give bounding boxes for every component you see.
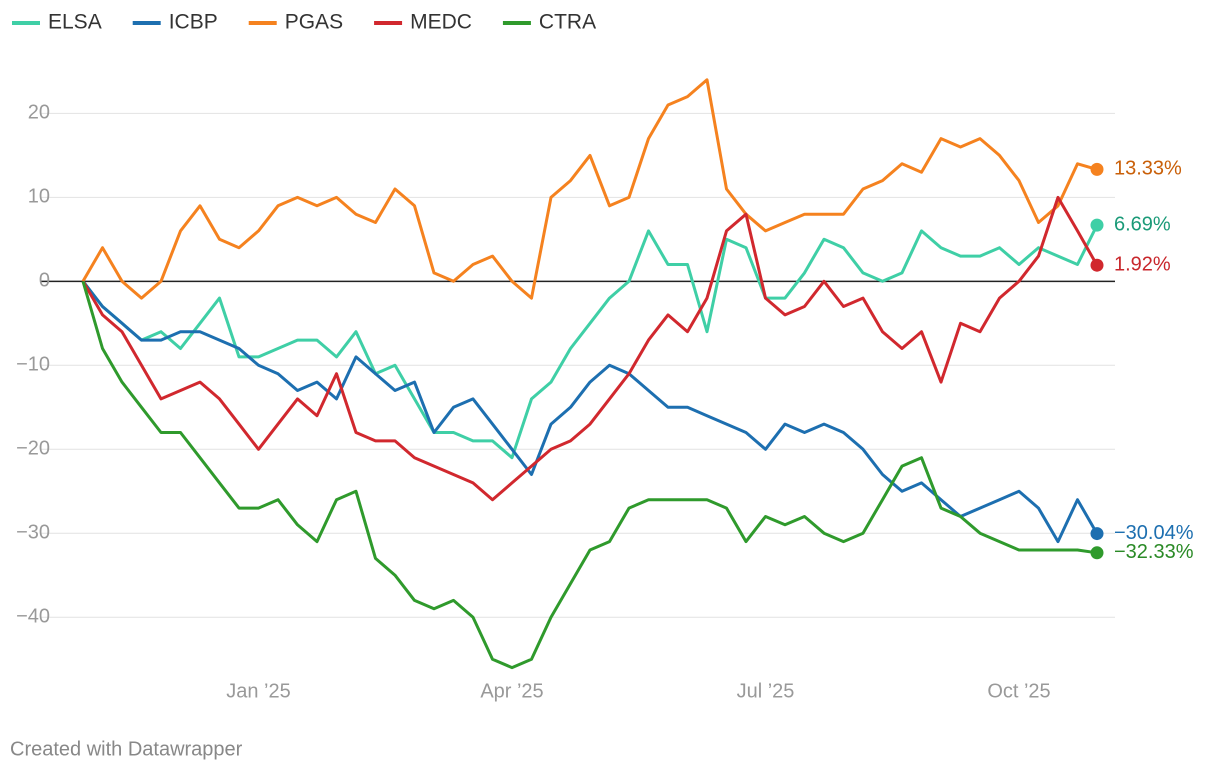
x-tick-label: Apr ’25	[480, 680, 543, 702]
y-tick-label: 10	[28, 186, 50, 208]
end-dot	[1090, 258, 1104, 272]
series-line	[81, 224, 1099, 460]
footer: Created with Datawrapper	[10, 738, 243, 760]
series-line	[81, 78, 1098, 300]
x-tick-label: Jan ’25	[226, 680, 291, 702]
end-dot	[1090, 218, 1104, 232]
legend-label: PGAS	[285, 11, 343, 34]
y-tick-label: 0	[39, 270, 50, 292]
x-tick-label: Oct ’25	[987, 680, 1050, 702]
legend-label: ELSA	[48, 11, 102, 34]
end-dot	[1090, 527, 1104, 541]
y-tick-label: −10	[16, 354, 50, 376]
x-tick-label: Jul ’25	[737, 680, 795, 702]
end-label: 6.69%	[1114, 213, 1171, 235]
y-tick-label: −40	[16, 606, 50, 628]
series-line	[81, 280, 1099, 544]
end-dot	[1090, 162, 1104, 176]
end-label: 1.92%	[1114, 253, 1171, 275]
y-tick-label: −30	[16, 522, 50, 544]
y-tick-label: 20	[28, 102, 50, 124]
y-tick-label: −20	[16, 438, 50, 460]
legend-label: ICBP	[169, 11, 218, 34]
end-label: −32.33%	[1114, 541, 1194, 563]
end-label: −30.04%	[1114, 522, 1194, 544]
end-dot	[1090, 546, 1104, 560]
series-line	[81, 195, 1099, 502]
end-label: 13.33%	[1114, 158, 1182, 180]
series-line	[81, 280, 1098, 670]
legend-label: MEDC	[410, 11, 472, 34]
legend-label: CTRA	[539, 11, 596, 34]
